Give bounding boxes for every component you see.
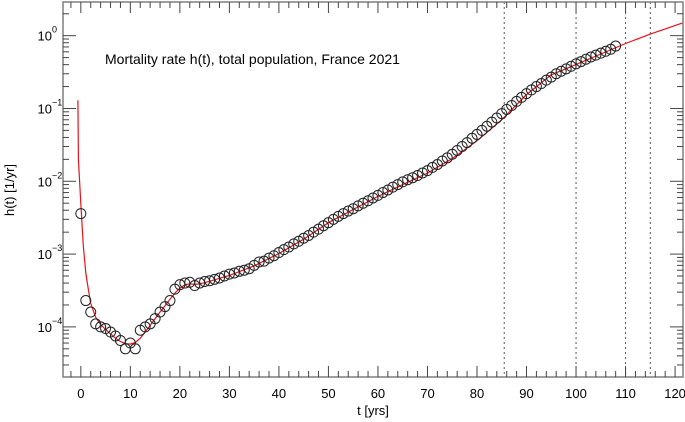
x-axis-tick-labels: 0 10 20 30 40 50 60 70 80 90 100 110 120 — [77, 386, 685, 401]
data-point — [263, 252, 275, 264]
x-tick-label: 120 — [664, 386, 685, 401]
data-point — [218, 270, 230, 282]
data-point — [204, 275, 216, 287]
data-point — [560, 63, 572, 75]
y-tick-exponent: −4 — [52, 316, 62, 326]
y-tick-label: 10 — [38, 29, 52, 44]
plot-frame — [62, 1, 684, 378]
data-point — [189, 280, 201, 292]
data-point — [233, 265, 245, 277]
data-point — [407, 172, 419, 184]
y-tick-exponent: −2 — [52, 170, 62, 180]
data-point — [417, 167, 429, 179]
data-point — [209, 273, 221, 285]
data-point — [80, 295, 92, 307]
x-tick-label: 10 — [123, 386, 137, 401]
data-point — [223, 268, 235, 280]
chart-annotation: Mortality rate h(t), total population, F… — [105, 51, 400, 67]
y-axis-ticks — [63, 13, 683, 366]
x-tick-label: 40 — [272, 386, 286, 401]
x-tick-label: 20 — [173, 386, 187, 401]
data-point — [357, 197, 369, 209]
y-tick-label: 10 — [38, 320, 52, 335]
data-point — [387, 181, 399, 193]
data-point — [164, 295, 176, 307]
data-point — [253, 256, 265, 268]
data-point — [610, 40, 622, 52]
data-point — [337, 208, 349, 220]
data-point — [377, 187, 389, 199]
data-point — [565, 60, 577, 72]
x-axis-ticks — [70, 2, 676, 377]
data-point — [600, 45, 612, 57]
x-tick-label: 0 — [77, 386, 84, 401]
y-axis-title: h(t) [1/yr] — [2, 164, 17, 216]
x-tick-label: 70 — [420, 386, 434, 401]
data-point — [575, 56, 587, 68]
data-point — [75, 208, 87, 220]
data-point — [580, 53, 592, 65]
x-tick-label: 50 — [321, 386, 335, 401]
y-tick-exponent: 0 — [52, 25, 57, 35]
data-point — [85, 306, 97, 318]
data-point — [550, 68, 562, 80]
data-point — [590, 49, 602, 61]
data-point — [228, 267, 240, 279]
data-point — [342, 205, 354, 217]
x-axis-title: t [yrs] — [357, 403, 389, 418]
x-tick-label: 110 — [615, 386, 636, 401]
observed-data-points — [75, 40, 622, 355]
x-tick-label: 80 — [470, 386, 484, 401]
data-point — [238, 264, 250, 276]
y-tick-label: 10 — [38, 101, 52, 116]
x-tick-label: 60 — [371, 386, 385, 401]
data-point — [95, 321, 107, 333]
data-point — [213, 272, 225, 284]
y-tick-label: 10 — [38, 247, 52, 262]
x-tick-label: 90 — [519, 386, 533, 401]
data-point — [595, 47, 607, 59]
data-point — [570, 58, 582, 70]
data-point — [555, 65, 567, 77]
y-tick-label: 10 — [38, 174, 52, 189]
y-tick-exponent: −3 — [52, 243, 62, 253]
data-point — [397, 176, 409, 188]
data-point — [114, 335, 126, 347]
y-tick-exponent: −1 — [52, 97, 62, 107]
data-point — [367, 192, 379, 204]
data-point — [129, 343, 141, 355]
x-tick-label: 100 — [565, 386, 587, 401]
data-point — [412, 170, 424, 182]
data-point — [585, 51, 597, 63]
x-tick-label: 30 — [222, 386, 236, 401]
data-point — [402, 174, 414, 186]
